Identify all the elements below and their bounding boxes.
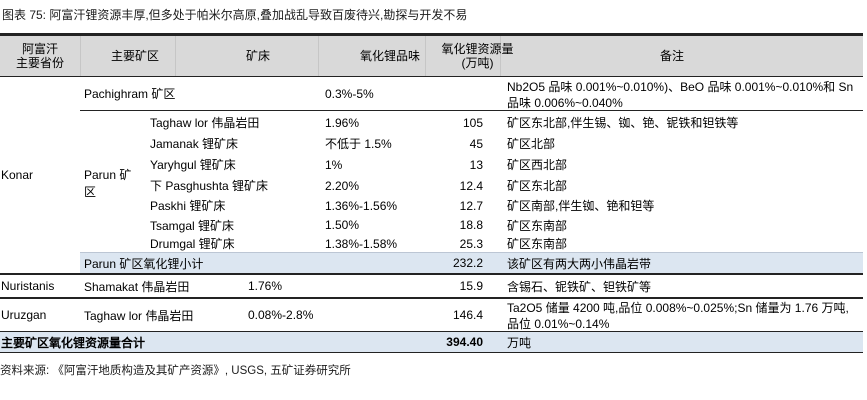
deposit-name: Jamanak 锂矿床 [150, 137, 239, 151]
remark-text: Ta2O5 储量 4200 吨,品位 0.008%~0.025%;Sn 储量为 … [507, 301, 849, 331]
header-deposit: 矿床 [245, 49, 270, 63]
table-row-pachighram: Pachighram 矿区 0.3%-5% Nb2O5 品味 0.001%~0.… [0, 77, 863, 110]
deposit-name: Shamakat 伟晶岩田 [84, 279, 190, 294]
table-top-border [0, 33, 863, 36]
amount-value: 15.9 [459, 279, 483, 293]
remark-text: 矿区东北部,伴生锡、铷、铯、铌铁和钽铁等 [507, 116, 739, 130]
amount-value: 12.4 [459, 178, 483, 193]
amount-value: 18.8 [459, 218, 483, 232]
header-column-divider [425, 36, 426, 76]
remark-text: 矿区南部,伴生铷、铯和钽等 [507, 199, 655, 213]
deposit-name: Tsamgal 锂矿床 [150, 218, 235, 233]
table-row-mine: Paskhi 锂矿床 1.36%-1.56% 12.7 矿区南部,伴生铷、铯和钽… [0, 195, 863, 216]
deposit-name: Taghaw lor 伟晶岩田 [150, 116, 260, 130]
table-row-mine: Yaryhgul 锂矿床 1% 13 矿区西北部 [0, 154, 863, 175]
table-row-mine: Taghaw lor 伟晶岩田 1.96% 105 矿区东北部,伴生锡、铷、铯、… [0, 112, 863, 133]
table-header-bottom-border [0, 76, 863, 77]
grade-value: 1.96% [325, 115, 360, 130]
remark-text: 含锡石、铌铁矿、钽铁矿等 [507, 279, 652, 294]
header-column-divider [500, 36, 501, 76]
grade-value: 0.3%-5% [325, 86, 374, 101]
total-label: 主要矿区氧化锂资源量合计 [1, 335, 146, 350]
table-row-mine: Drumgal 锂矿床 1.38%-1.58% 25.3 矿区东南部 [0, 234, 863, 253]
deposit-name: 下 Pasghushta 锂矿床 [150, 179, 269, 193]
province-konar: Konar [1, 168, 34, 182]
header-resource: 氧化锂资源量 (万吨) [441, 42, 514, 70]
remark-text: 矿区东北部 [507, 179, 568, 193]
grade-value: 1.76% [248, 279, 283, 293]
source-note: 资料来源: 《阿富汗地质构造及其矿产资源》, USGS, 五矿证券研究所 [0, 365, 351, 377]
grade-value: 2.20% [325, 178, 360, 193]
amount-value: 146.4 [452, 308, 483, 322]
district-parun: Parun 矿区 [84, 168, 132, 199]
province-name: Uruzgan [1, 308, 47, 322]
amount-value: 13 [469, 157, 483, 172]
remark-text: 矿区东南部 [507, 218, 568, 233]
header-grade: 氧化锂品味 [359, 49, 420, 63]
amount-value: 232.2 [452, 256, 483, 270]
table-row-mine: 下 Pasghushta 锂矿床 2.20% 12.4 矿区东北部 [0, 175, 863, 196]
deposit-name: Paskhi 锂矿床 [150, 199, 226, 213]
table-row-parun-subtotal: Parun 矿区氧化锂小计 232.2 该矿区有两大两小伟晶岩带 [80, 253, 863, 273]
table-row-mine: Jamanak 锂矿床 不低于 1.5% 45 矿区北部 [0, 133, 863, 154]
remark-text: 矿区北部 [507, 137, 556, 151]
row-divider [80, 110, 863, 111]
header-column-divider [175, 36, 176, 76]
remark-text: 该矿区有两大两小伟晶岩带 [507, 256, 652, 271]
remark-text: 矿区西北部 [507, 158, 568, 172]
deposit-name: Yaryhgul 锂矿床 [150, 158, 236, 172]
grade-value: 0.08%-2.8% [248, 308, 314, 322]
table-header-background [0, 36, 863, 76]
table-row-nuristanis: Nuristanis Shamakat 伟晶岩田 1.76% 15.9 含锡石、… [0, 275, 863, 297]
deposit-name: Taghaw lor 伟晶岩田 [84, 308, 194, 323]
district-name: Pachighram 矿区 [84, 87, 176, 101]
figure-title: 图表 75: 阿富汗锂资源丰厚,但多处于帕米尔高原,叠加战乱导致百废待兴,勘探与… [2, 8, 468, 22]
subtotal-top-divider [80, 252, 863, 253]
grade-value: 1.50% [325, 218, 360, 232]
grade-value: 不低于 1.5% [325, 137, 392, 151]
table-bottom-border [0, 352, 863, 353]
amount-value: 12.7 [459, 198, 483, 213]
grade-value: 1.36%-1.56% [325, 198, 398, 213]
total-unit: 万吨 [507, 335, 532, 350]
table-row-total: 主要矿区氧化锂资源量合计 394.40 万吨 [0, 332, 863, 352]
header-column-divider [318, 36, 319, 76]
amount-value: 45 [469, 136, 483, 151]
section-divider [0, 297, 863, 299]
header-column-divider [80, 36, 81, 76]
section-divider [0, 331, 863, 332]
amount-value: 105 [462, 115, 483, 130]
deposit-name: Drumgal 锂矿床 [150, 237, 235, 251]
header-province: 阿富汗 主要省份 [15, 42, 64, 70]
table-row-mine: Tsamgal 锂矿床 1.50% 18.8 矿区东南部 [0, 215, 863, 235]
province-name: Nuristanis [1, 279, 55, 293]
section-divider [0, 273, 863, 275]
subtotal-label: Parun 矿区氧化锂小计 [84, 256, 204, 271]
header-district: 主要矿区 [110, 49, 159, 63]
remark-text: Nb2O5 品味 0.001%~0.010%)、BeO 品味 0.001%~0.… [507, 80, 854, 110]
total-amount: 394.40 [446, 335, 483, 349]
header-remark: 备注 [659, 49, 684, 63]
grade-value: 1.38%-1.58% [325, 236, 398, 251]
grade-value: 1% [325, 157, 343, 172]
remark-text: 矿区东南部 [507, 237, 568, 251]
amount-value: 25.3 [459, 236, 483, 251]
table-row-uruzgan: Uruzgan Taghaw lor 伟晶岩田 0.08%-2.8% 146.4… [0, 299, 863, 331]
